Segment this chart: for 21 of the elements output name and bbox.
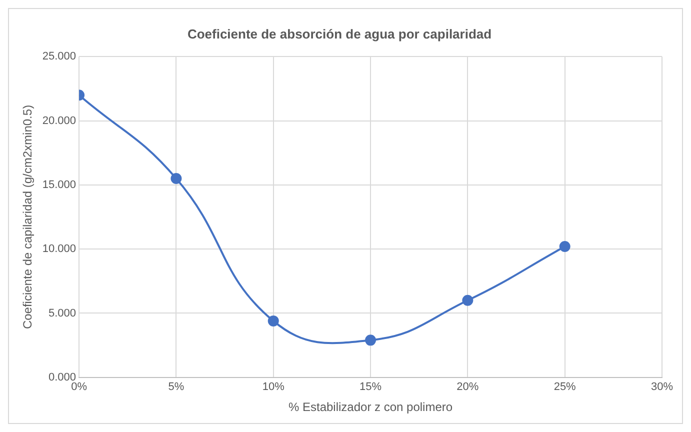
x-tick-label: 20% [456,381,479,394]
y-tick-label: 15.000 [42,178,76,191]
chart-title: Coeficiente de absorción de agua por capilaridad [187,26,492,42]
x-tick-label: 15% [360,381,382,394]
point [268,315,279,326]
point [559,241,570,252]
point [462,294,474,306]
y-tick-label: 0.000 [48,371,76,384]
y-tick-label: 25.000 [42,50,76,63]
y-tick-label: 20.000 [42,114,76,127]
x-tick-label: 0% [71,381,88,394]
y-tick-label: 5.000 [48,307,76,320]
x-tick-label: 5% [168,381,184,394]
x-tick-label: 30% [650,381,674,394]
y-axis-title: Coeficiente de capilaridad (g/cm2xmin0.5) [20,104,35,330]
y-tick-label: 10.000 [42,243,76,256]
x-axis-title: % Estabilizador z con polimero [288,400,453,414]
point [170,173,182,184]
x-tick-label: 10% [262,381,285,394]
point [365,334,376,346]
x-tick-label: 25% [554,381,576,394]
